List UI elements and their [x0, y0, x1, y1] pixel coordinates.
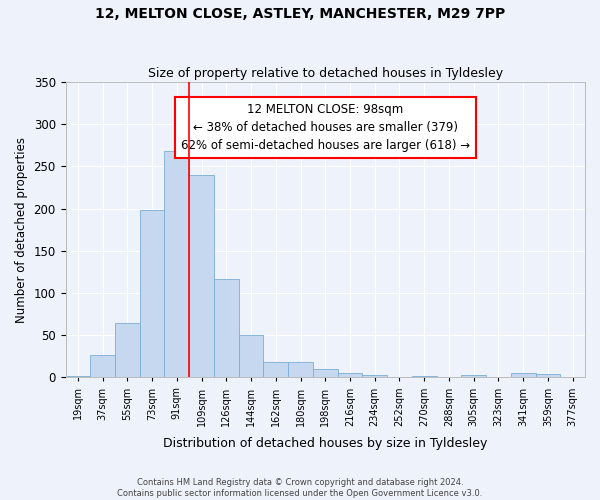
Bar: [189, 175, 214, 378]
Text: 12, MELTON CLOSE, ASTLEY, MANCHESTER, M29 7PP: 12, MELTON CLOSE, ASTLEY, MANCHESTER, M2…: [95, 8, 505, 22]
Bar: [536, 374, 560, 378]
Bar: [412, 376, 437, 378]
Bar: [560, 376, 585, 378]
Bar: [164, 151, 189, 378]
Bar: [313, 369, 338, 378]
Text: Contains HM Land Registry data © Crown copyright and database right 2024.
Contai: Contains HM Land Registry data © Crown c…: [118, 478, 482, 498]
Title: Size of property relative to detached houses in Tyldesley: Size of property relative to detached ho…: [148, 66, 503, 80]
Bar: [263, 362, 288, 378]
Bar: [90, 354, 115, 378]
Bar: [239, 335, 263, 378]
Bar: [140, 210, 164, 378]
Bar: [362, 375, 387, 378]
Bar: [511, 373, 536, 378]
Bar: [338, 373, 362, 378]
Bar: [387, 376, 412, 378]
Bar: [214, 280, 239, 378]
Bar: [115, 322, 140, 378]
Text: 12 MELTON CLOSE: 98sqm
← 38% of detached houses are smaller (379)
62% of semi-de: 12 MELTON CLOSE: 98sqm ← 38% of detached…: [181, 102, 470, 152]
X-axis label: Distribution of detached houses by size in Tyldesley: Distribution of detached houses by size …: [163, 437, 487, 450]
Bar: [461, 375, 486, 378]
Bar: [65, 376, 90, 378]
Y-axis label: Number of detached properties: Number of detached properties: [15, 136, 28, 322]
Bar: [288, 362, 313, 378]
